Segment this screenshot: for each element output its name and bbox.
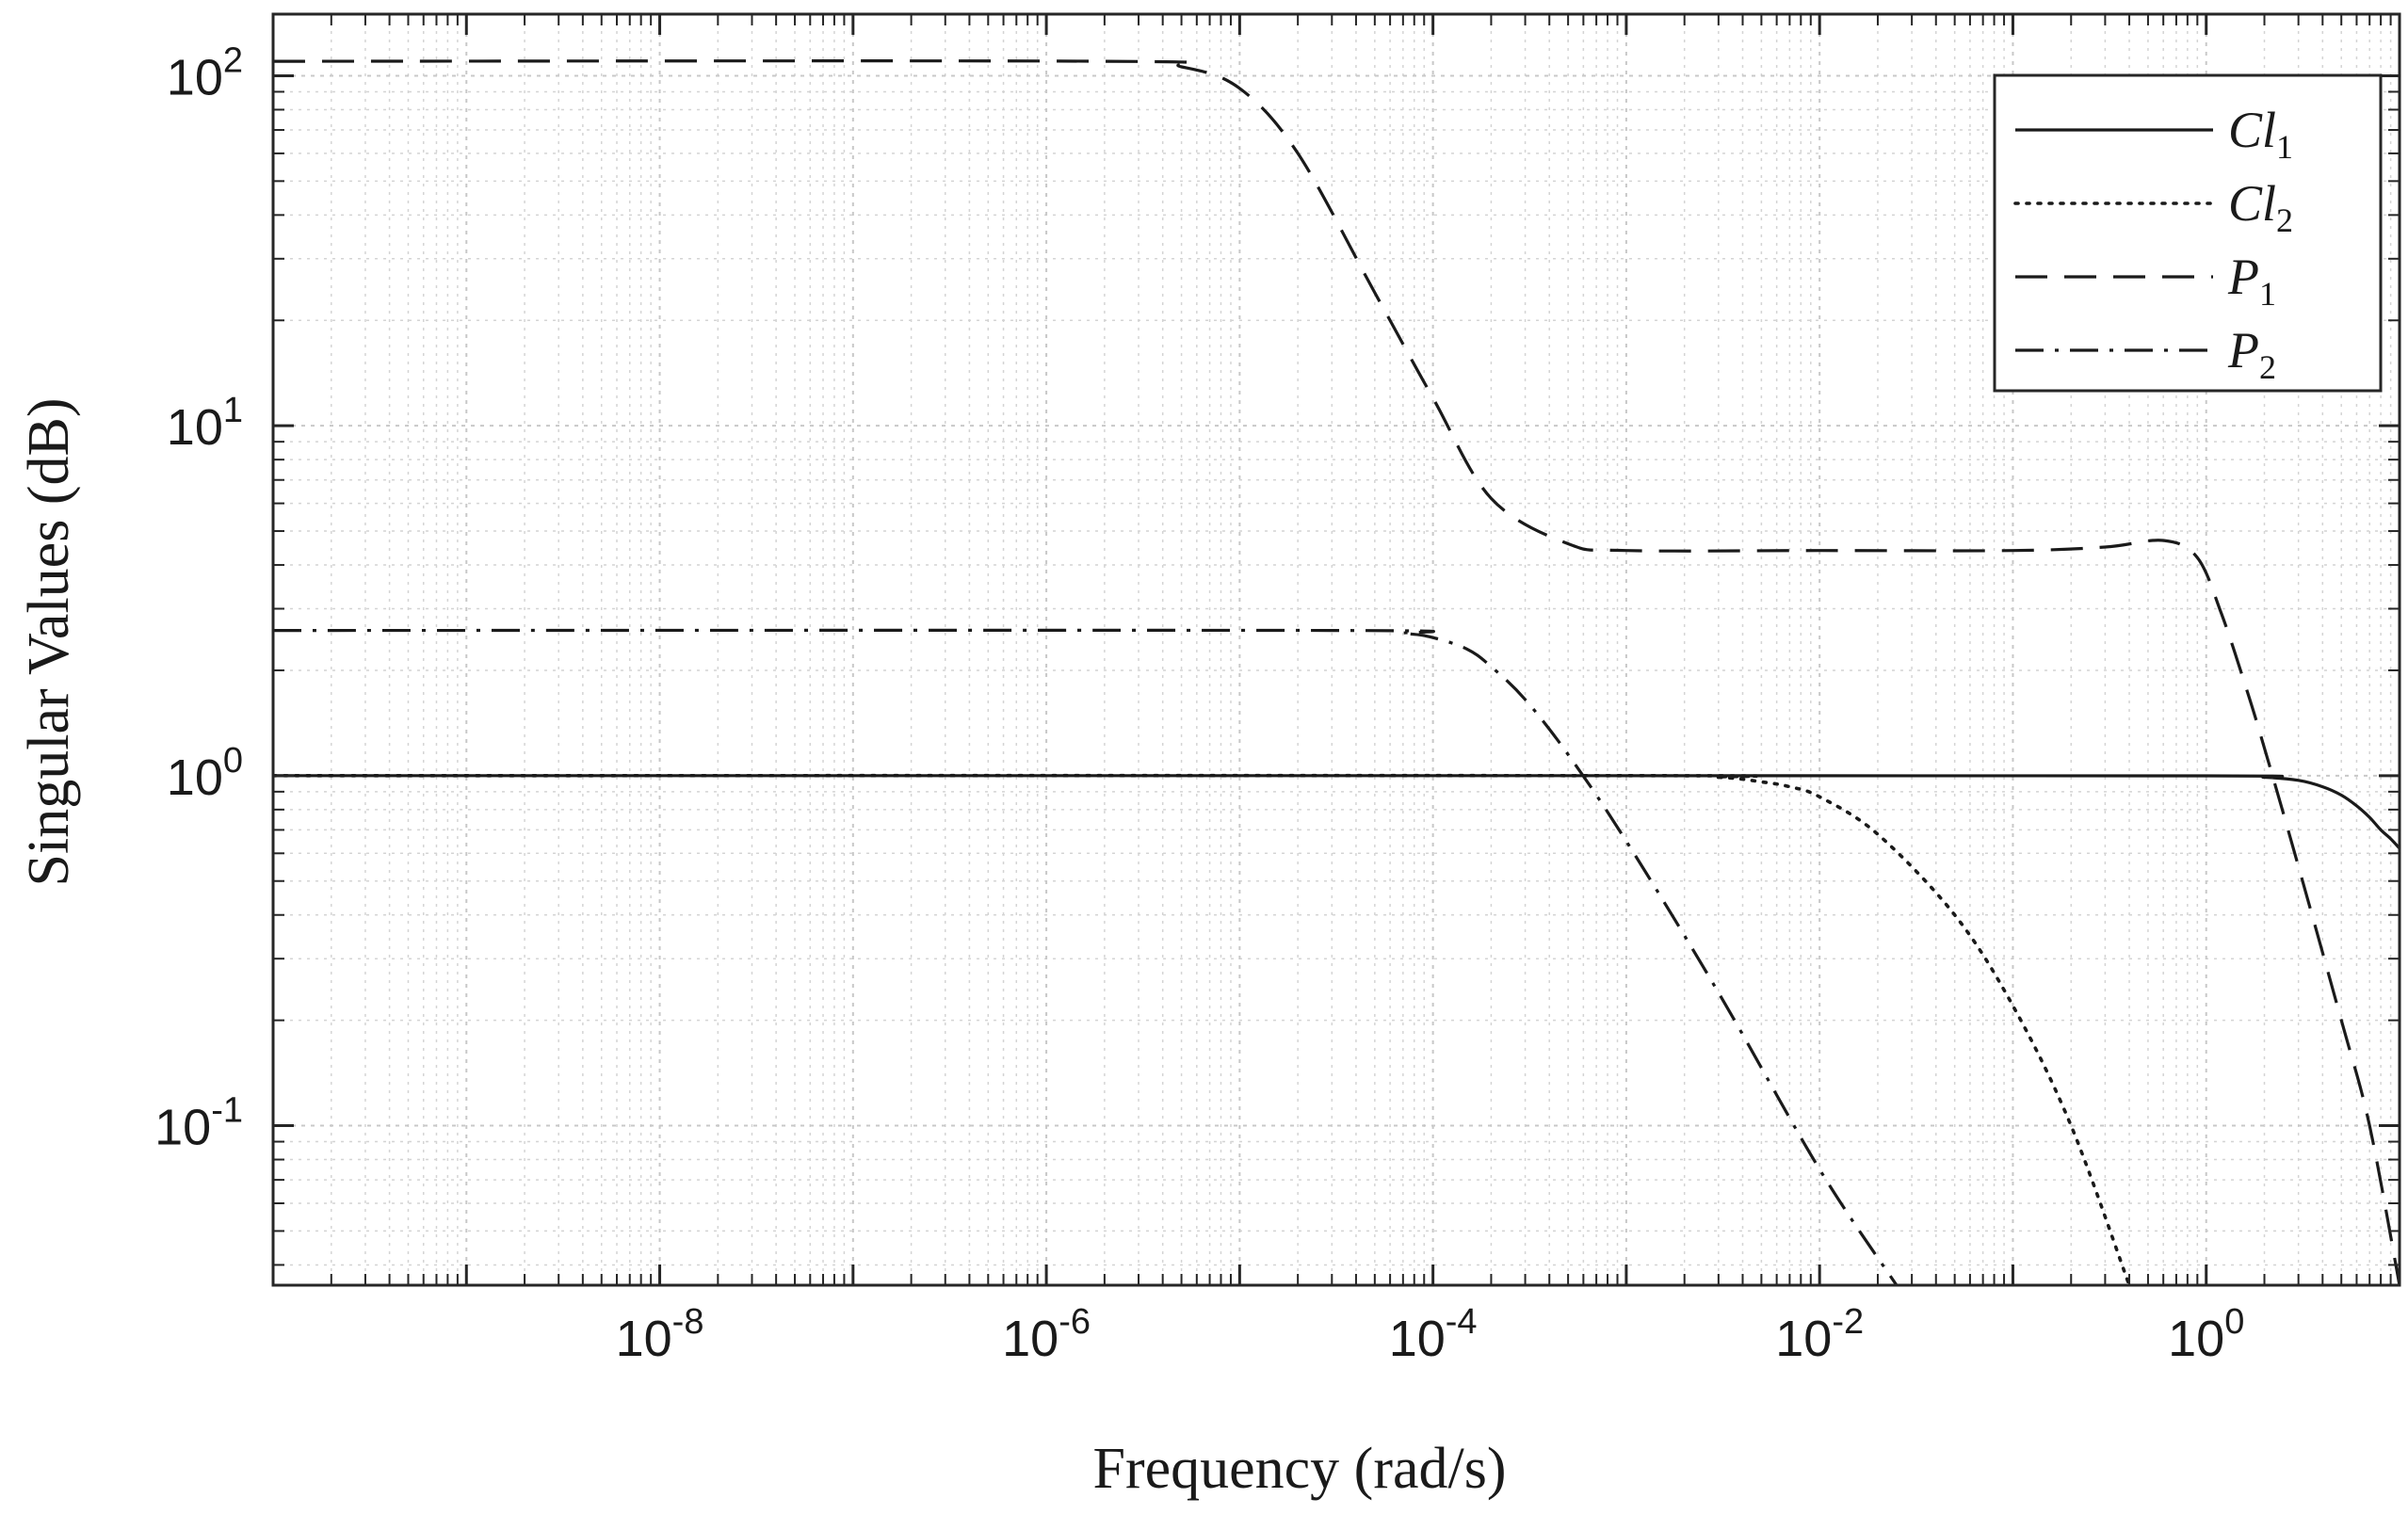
legend-label-subscript: 1 — [2276, 128, 2293, 166]
x-tick-exponent: -6 — [1059, 1302, 1091, 1342]
minor-grid — [273, 14, 2400, 1285]
x-tick-exponent: -4 — [1446, 1302, 1478, 1342]
legend-label-subscript: 1 — [2259, 275, 2276, 313]
legend-label-subscript: 2 — [2276, 201, 2293, 239]
tick-marks — [271, 14, 2400, 1285]
x-tick-exponent: -2 — [1832, 1302, 1864, 1342]
x-tick-exponent: -8 — [672, 1302, 704, 1342]
legend-label-subscript: 2 — [2259, 348, 2276, 386]
y-axis-title: Singular Values (dB) — [17, 398, 81, 887]
series-layer — [273, 59, 2400, 1285]
x-axis-title: Frequency (rad/s) — [1093, 1437, 1507, 1501]
legend-box — [1993, 73, 2383, 393]
plot-frame — [271, 12, 2401, 1287]
y-tick-exponent: 0 — [223, 741, 243, 781]
legend-label-cl1: Cl1 — [2228, 102, 2293, 166]
y-tick-exponent: -1 — [211, 1091, 243, 1131]
y-tick-exponent: 1 — [223, 391, 243, 430]
series-line-p1 — [273, 59, 2400, 1285]
x-tick-exponent: 0 — [2224, 1302, 2244, 1342]
series-line-p2 — [273, 628, 1899, 1285]
y-tick-exponent: 2 — [223, 40, 243, 80]
y-tick-label: 100 — [167, 741, 243, 806]
